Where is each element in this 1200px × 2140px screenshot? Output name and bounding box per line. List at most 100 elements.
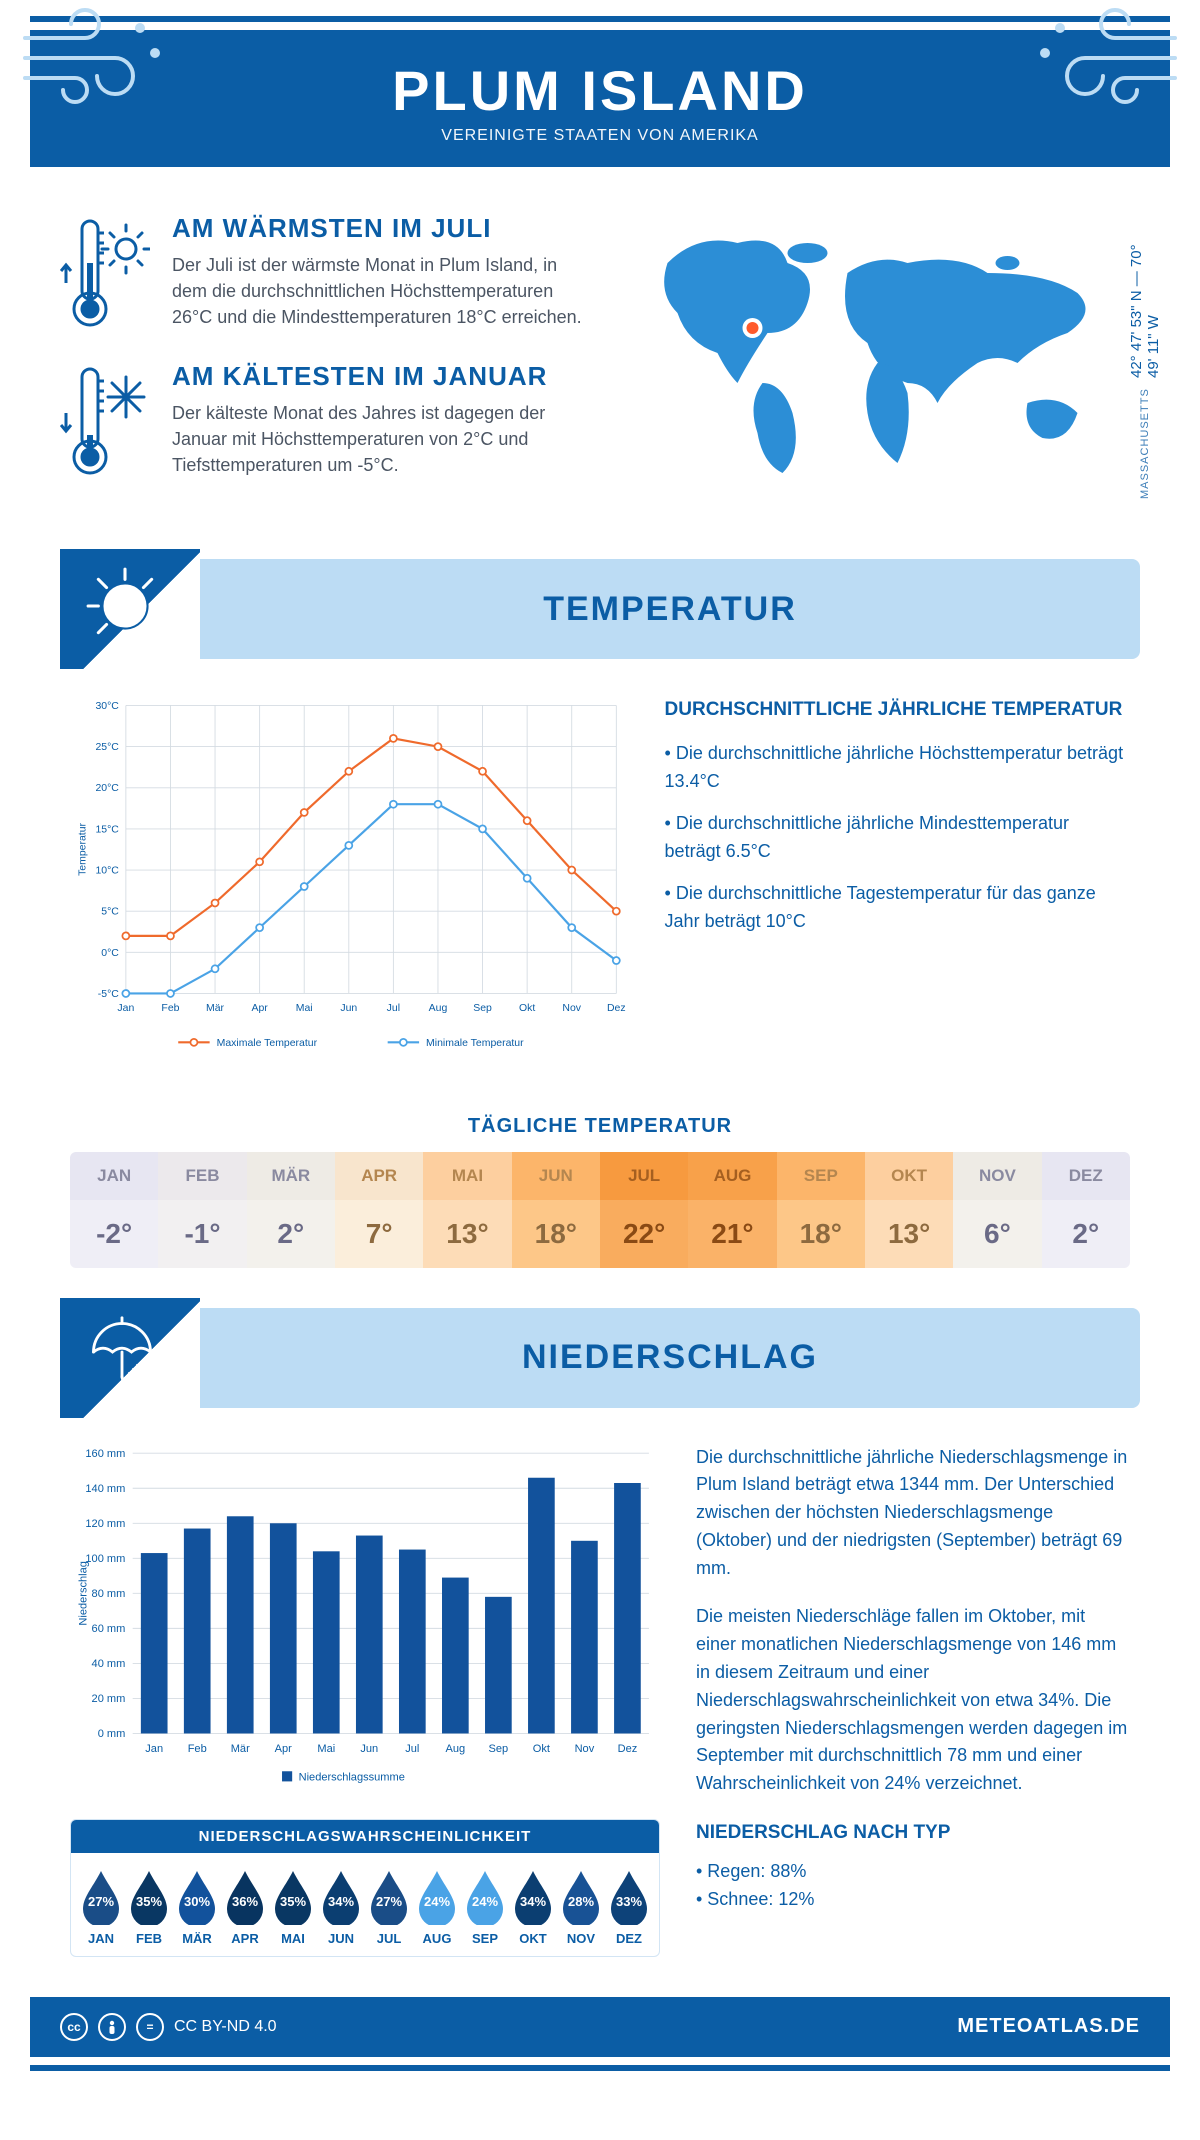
raindrop-icon: 27%: [79, 1869, 123, 1925]
table-col: MÄR 2°: [247, 1152, 335, 1268]
world-map: [615, 213, 1140, 483]
table-col: MAI 13°: [423, 1152, 511, 1268]
raindrop-icon: 36%: [223, 1869, 267, 1925]
svg-text:Aug: Aug: [446, 1742, 466, 1754]
wind-icon: [20, 0, 170, 108]
svg-text:Okt: Okt: [519, 1003, 535, 1014]
precipitation-summary: Die durchschnittliche jährliche Niedersc…: [696, 1444, 1130, 1957]
svg-text:Temperatur: Temperatur: [78, 822, 89, 875]
table-col: APR 7°: [335, 1152, 423, 1268]
svg-text:20°C: 20°C: [95, 783, 119, 794]
daily-temp-heading: TÄGLICHE TEMPERATUR: [30, 1115, 1170, 1138]
coldest-text: Der kälteste Monat des Jahres ist dagege…: [172, 400, 585, 478]
svg-text:Mai: Mai: [317, 1742, 335, 1754]
table-col: AUG 21°: [688, 1152, 776, 1268]
section-title: NIEDERSCHLAG: [522, 1338, 818, 1377]
raindrop-icon: 33%: [607, 1869, 651, 1925]
svg-text:10°C: 10°C: [95, 866, 119, 877]
raindrop-icon: 27%: [367, 1869, 411, 1925]
svg-text:Jun: Jun: [360, 1742, 378, 1754]
probability-cell: 27% JAN: [79, 1869, 123, 1946]
header: PLUM ISLAND VEREINIGTE STAATEN VON AMERI…: [30, 30, 1170, 167]
wind-icon: [1030, 0, 1180, 108]
svg-text:Apr: Apr: [251, 1003, 268, 1014]
svg-text:Niederschlagssumme: Niederschlagssumme: [299, 1771, 405, 1783]
probability-cell: 30% MÄR: [175, 1869, 219, 1946]
coldest-block: AM KÄLTESTEN IM JANUAR Der kälteste Mona…: [60, 361, 585, 481]
table-col: JUL 22°: [600, 1152, 688, 1268]
raindrop-icon: 35%: [271, 1869, 315, 1925]
svg-text:Jul: Jul: [405, 1742, 419, 1754]
thermometer-warm-icon: [60, 213, 150, 333]
svg-text:Nov: Nov: [562, 1003, 581, 1014]
svg-text:30°C: 30°C: [95, 701, 119, 712]
svg-text:Mär: Mär: [206, 1003, 225, 1014]
svg-text:20 mm: 20 mm: [92, 1693, 126, 1705]
license-text: CC BY-ND 4.0: [174, 2018, 277, 2036]
svg-text:Jul: Jul: [387, 1003, 400, 1014]
cc-icon: cc: [60, 2013, 88, 2041]
raindrop-icon: 28%: [559, 1869, 603, 1925]
table-col: SEP 18°: [777, 1152, 865, 1268]
temperature-line-chart: -5°C0°C5°C10°C15°C20°C25°C30°CJanFebMärA…: [70, 695, 629, 1062]
svg-text:Apr: Apr: [275, 1742, 293, 1754]
svg-text:Jan: Jan: [117, 1003, 134, 1014]
svg-text:Dez: Dez: [607, 1003, 626, 1014]
by-icon: [98, 2013, 126, 2041]
brand-name: METEOATLAS.DE: [957, 2015, 1140, 2038]
probability-cell: 24% SEP: [463, 1869, 507, 1946]
probability-cell: 35% MAI: [271, 1869, 315, 1946]
umbrella-icon: [84, 1314, 160, 1390]
table-col: NOV 6°: [953, 1152, 1041, 1268]
table-col: JUN 18°: [512, 1152, 600, 1268]
sun-icon: [84, 565, 166, 647]
svg-text:120 mm: 120 mm: [85, 1518, 125, 1530]
table-col: DEZ 2°: [1042, 1152, 1130, 1268]
daily-temperature-table: JAN -2°FEB -1°MÄR 2°APR 7°MAI 13°JUN 18°…: [70, 1152, 1130, 1268]
table-col: JAN -2°: [70, 1152, 158, 1268]
warmest-text: Der Juli ist der wärmste Monat in Plum I…: [172, 252, 585, 330]
location-marker-icon: [747, 322, 759, 334]
page-subtitle: VEREINIGTE STAATEN VON AMERIKA: [30, 127, 1170, 145]
probability-cell: 33% DEZ: [607, 1869, 651, 1946]
svg-text:140 mm: 140 mm: [85, 1482, 125, 1494]
section-precipitation: NIEDERSCHLAG: [60, 1298, 1140, 1418]
section-title: TEMPERATUR: [543, 590, 797, 629]
svg-text:Okt: Okt: [533, 1742, 550, 1754]
svg-text:15°C: 15°C: [95, 824, 119, 835]
probability-cell: 27% JUL: [367, 1869, 411, 1946]
table-col: FEB -1°: [158, 1152, 246, 1268]
svg-text:Mai: Mai: [296, 1003, 313, 1014]
svg-text:Maximale Temperatur: Maximale Temperatur: [217, 1038, 318, 1049]
precipitation-bar-chart: 0 mm20 mm40 mm60 mm80 mm100 mm120 mm140 …: [70, 1444, 660, 1794]
table-col: OKT 13°: [865, 1152, 953, 1268]
probability-cell: 34% JUN: [319, 1869, 363, 1946]
svg-text:Niederschlag: Niederschlag: [78, 1561, 90, 1625]
svg-text:0 mm: 0 mm: [98, 1728, 126, 1740]
raindrop-icon: 34%: [319, 1869, 363, 1925]
svg-text:5°C: 5°C: [101, 907, 119, 918]
temperature-summary: DURCHSCHNITTLICHE JÄHRLICHE TEMPERATUR •…: [665, 695, 1130, 1067]
page-title: PLUM ISLAND: [30, 58, 1170, 123]
probability-cell: 36% APR: [223, 1869, 267, 1946]
footer: cc = CC BY-ND 4.0 METEOATLAS.DE: [30, 1997, 1170, 2057]
warmest-block: AM WÄRMSTEN IM JULI Der Juli ist der wär…: [60, 213, 585, 333]
probability-cell: 28% NOV: [559, 1869, 603, 1946]
svg-text:60 mm: 60 mm: [92, 1623, 126, 1635]
raindrop-icon: 30%: [175, 1869, 219, 1925]
svg-text:Sep: Sep: [473, 1003, 492, 1014]
section-temperature: TEMPERATUR: [60, 549, 1140, 669]
raindrop-icon: 24%: [463, 1869, 507, 1925]
svg-text:Feb: Feb: [188, 1742, 207, 1754]
probability-cell: 35% FEB: [127, 1869, 171, 1946]
probability-cell: 34% OKT: [511, 1869, 555, 1946]
svg-text:Feb: Feb: [161, 1003, 179, 1014]
svg-text:Jun: Jun: [340, 1003, 357, 1014]
raindrop-icon: 24%: [415, 1869, 459, 1925]
probability-cell: 24% AUG: [415, 1869, 459, 1946]
svg-text:100 mm: 100 mm: [85, 1553, 125, 1565]
svg-text:Mär: Mär: [231, 1742, 250, 1754]
svg-text:Sep: Sep: [489, 1742, 509, 1754]
nd-icon: =: [136, 2013, 164, 2041]
svg-text:0°C: 0°C: [101, 948, 119, 959]
